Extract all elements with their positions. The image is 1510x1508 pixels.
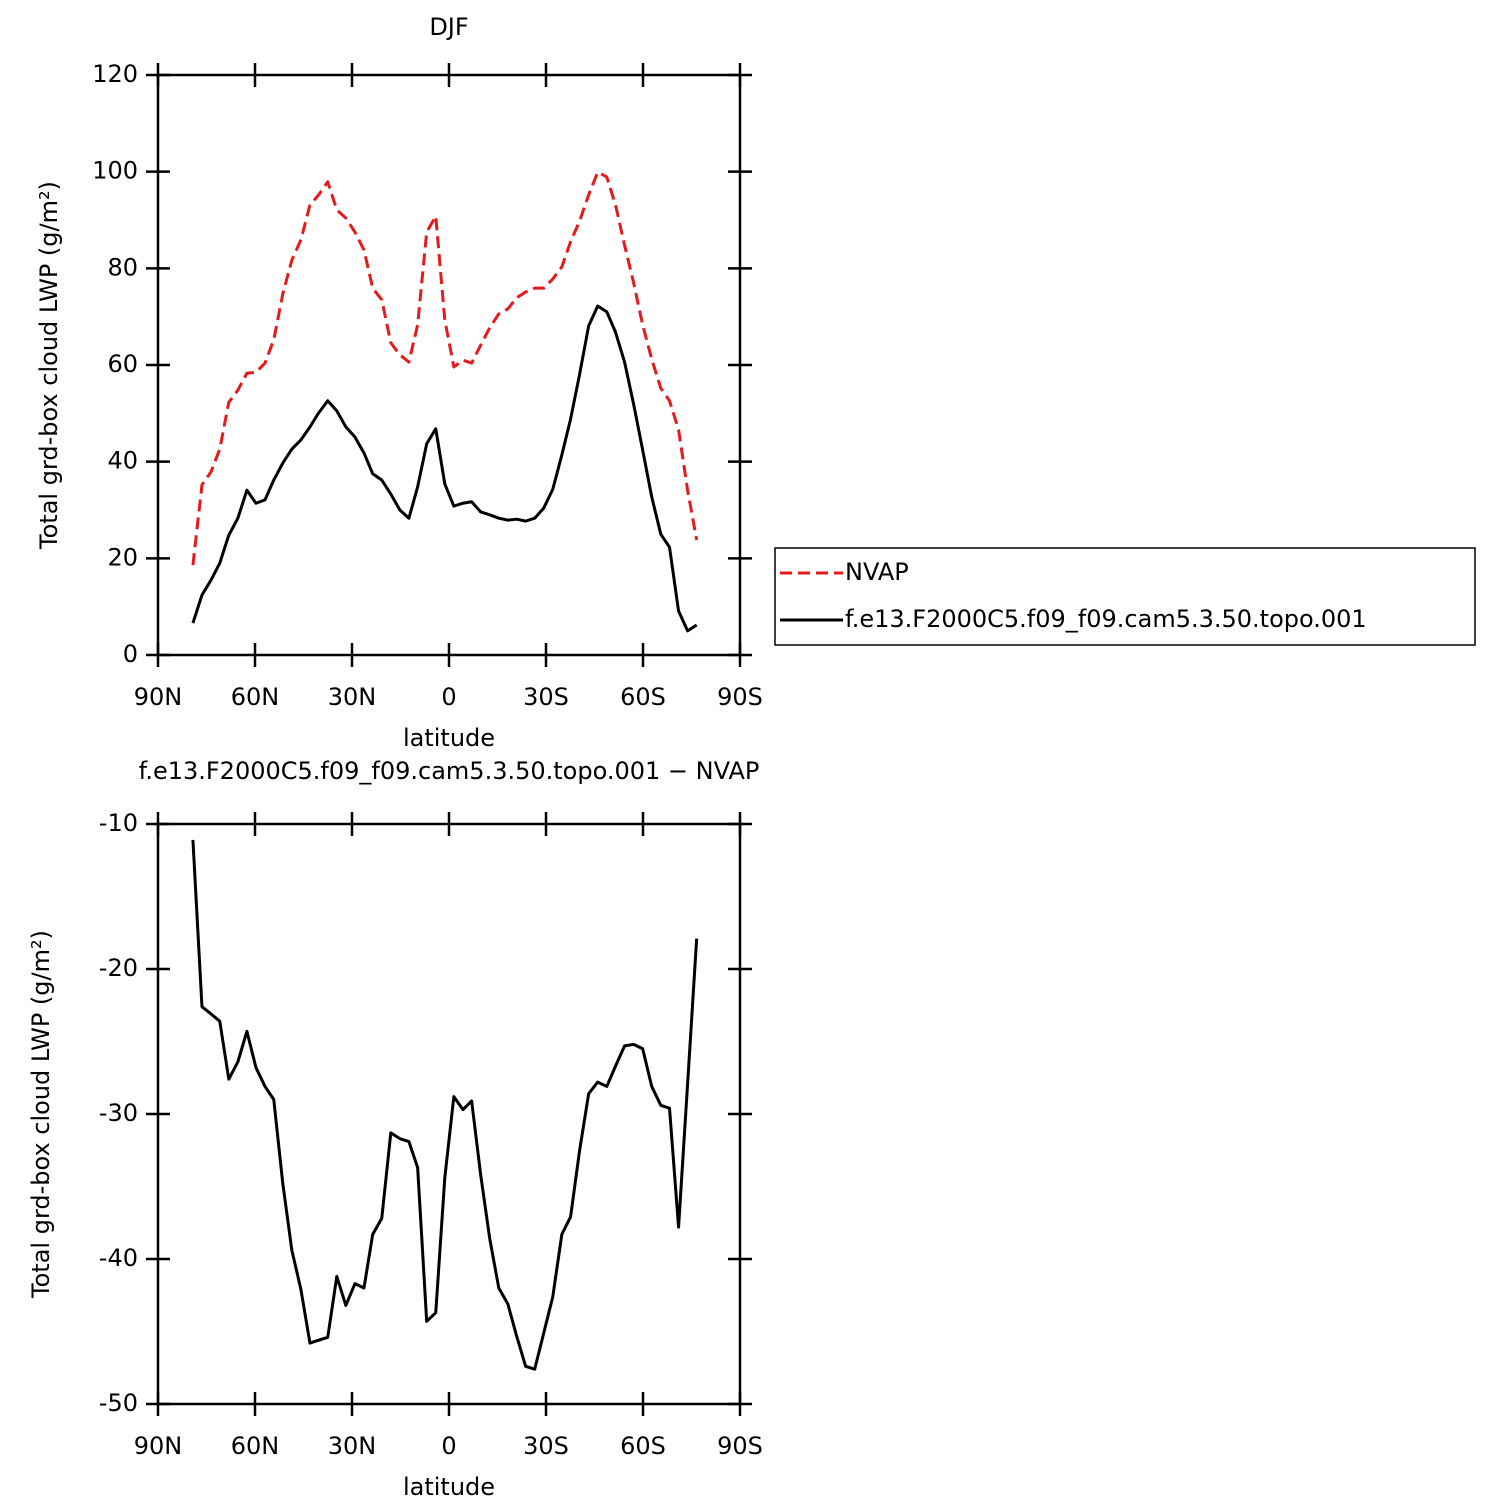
x-tick-label: 60S xyxy=(620,1432,666,1460)
x-tick-label: 90S xyxy=(717,683,763,711)
data-line xyxy=(191,304,698,633)
x-tick-label: 90N xyxy=(134,1432,183,1460)
x-tick-label: 30N xyxy=(328,683,377,711)
x-axis-label: latitude xyxy=(403,1473,495,1501)
x-tick-label: 60N xyxy=(231,683,280,711)
y-tick-label: 40 xyxy=(107,447,138,475)
y-tick-label: 20 xyxy=(107,543,138,571)
x-tick-label: 0 xyxy=(441,683,456,711)
x-tick-label: 30N xyxy=(328,1432,377,1460)
y-tick-label: 80 xyxy=(107,253,138,281)
x-tick-label: 90S xyxy=(717,1432,763,1460)
x-tick-label: 60S xyxy=(620,683,666,711)
y-tick-label: 100 xyxy=(92,157,138,185)
data-line xyxy=(191,839,699,1371)
y-axis-label: Total grd-box cloud LWP (g/m²) xyxy=(27,930,55,1299)
y-tick-label: -40 xyxy=(99,1244,138,1272)
x-axis-label: latitude xyxy=(403,724,495,752)
legend-label: NVAP xyxy=(845,558,909,586)
y-tick-label: -50 xyxy=(99,1389,138,1417)
y-tick-label: -30 xyxy=(99,1099,138,1127)
y-tick-label: 60 xyxy=(107,350,138,378)
x-tick-label: 60N xyxy=(231,1432,280,1460)
x-tick-label: 30S xyxy=(523,1432,569,1460)
plot-frame xyxy=(156,73,742,657)
plot-frame xyxy=(156,822,742,1406)
legend-label: f.e13.F2000C5.f09_f09.cam5.3.50.topo.001 xyxy=(845,605,1367,633)
y-tick-label: 0 xyxy=(123,640,138,668)
chart-title: DJF xyxy=(429,13,468,41)
y-tick-label: -20 xyxy=(99,954,138,982)
y-tick-label: -10 xyxy=(99,809,138,837)
x-tick-label: 90N xyxy=(134,683,183,711)
legend-box xyxy=(774,547,1476,646)
x-tick-label: 30S xyxy=(523,683,569,711)
y-axis-label: Total grd-box cloud LWP (g/m²) xyxy=(35,181,63,550)
y-tick-label: 120 xyxy=(92,60,138,88)
chart-title: f.e13.F2000C5.f09_f09.cam5.3.50.topo.001… xyxy=(139,757,760,785)
data-line xyxy=(191,170,699,566)
x-tick-label: 0 xyxy=(441,1432,456,1460)
